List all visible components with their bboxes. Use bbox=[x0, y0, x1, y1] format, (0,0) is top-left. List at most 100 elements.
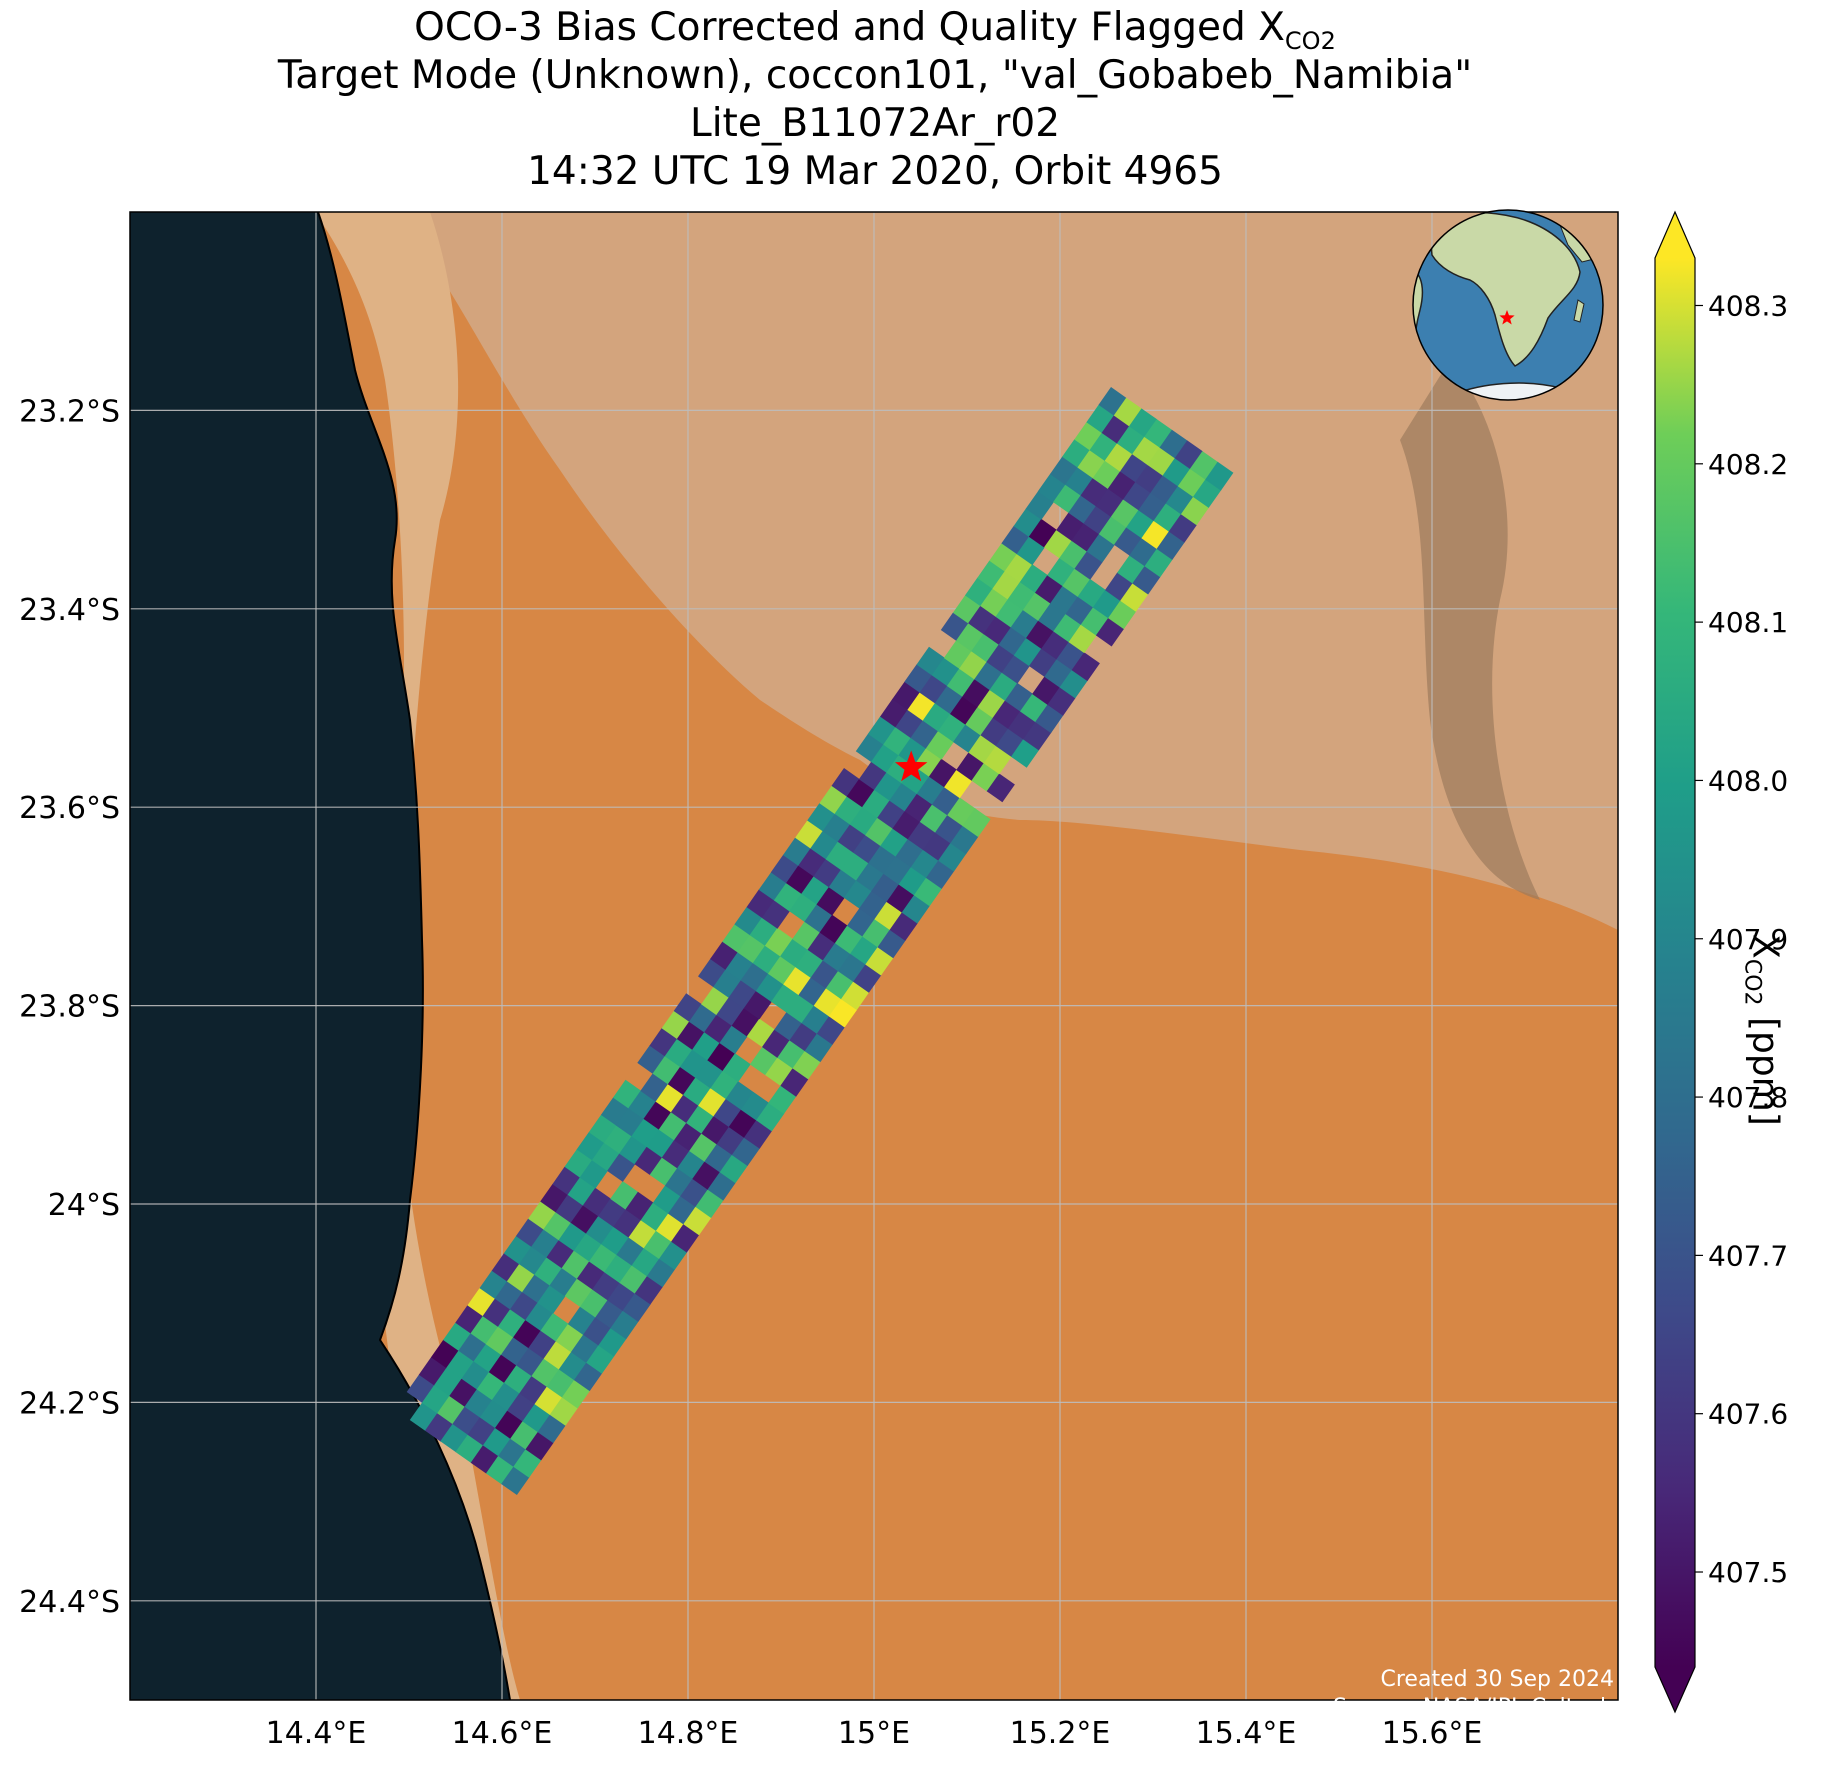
colorbar-tick-label: 407.9 bbox=[1708, 923, 1788, 956]
ocean bbox=[130, 212, 510, 1700]
sounding-cell bbox=[1159, 429, 1188, 459]
sounding-cell bbox=[1156, 531, 1185, 560]
sounding-cell bbox=[1108, 600, 1137, 630]
sounding-cell bbox=[664, 1167, 694, 1197]
sounding-cell bbox=[479, 1270, 508, 1300]
sounding-cell bbox=[674, 1122, 703, 1152]
title-line-2: Target Mode (Unknown), coccon101, "val_G… bbox=[277, 53, 1473, 98]
credits: Created 30 Sep 2024 Source: NASA/JPL-Cal… bbox=[1333, 1666, 1614, 1722]
sounding-cell bbox=[946, 668, 976, 697]
sounding-cell bbox=[834, 925, 864, 955]
sounding-cell bbox=[707, 1171, 736, 1201]
sounding-cell bbox=[1059, 540, 1088, 570]
sounding-cell bbox=[1098, 516, 1127, 546]
sounding-cell bbox=[850, 936, 879, 965]
sounding-cell bbox=[904, 664, 933, 693]
sounding-cell bbox=[880, 828, 909, 857]
sounding-cell bbox=[701, 986, 730, 1016]
sounding-cell bbox=[491, 1252, 520, 1282]
sounding-cell bbox=[1056, 512, 1085, 542]
sounding-cell bbox=[950, 825, 979, 855]
sounding-cell bbox=[1038, 602, 1067, 632]
sounding-cell bbox=[588, 1114, 617, 1144]
sounding-cell bbox=[831, 768, 860, 797]
sounding-cell bbox=[786, 994, 815, 1024]
sounding-cell bbox=[607, 1282, 636, 1312]
sounding-cell bbox=[534, 1386, 563, 1416]
sounding-cell bbox=[886, 884, 915, 913]
sounding-cell bbox=[1117, 555, 1146, 584]
sounding-cell bbox=[692, 1031, 721, 1061]
sounding-cell bbox=[1080, 477, 1109, 507]
sounding-cell bbox=[1056, 641, 1085, 671]
sounding-cell bbox=[871, 744, 900, 773]
sounding-cell bbox=[1120, 583, 1149, 612]
sounding-cell bbox=[646, 1258, 675, 1288]
sounding-cell bbox=[525, 1431, 554, 1461]
sounding-cell bbox=[740, 962, 769, 992]
sounding-cell bbox=[679, 1049, 709, 1078]
sounding-cell bbox=[883, 856, 912, 885]
sounding-cell bbox=[756, 1102, 785, 1132]
sounding-cell bbox=[470, 1444, 499, 1474]
sounding-cell bbox=[710, 1070, 739, 1100]
sounding-cell bbox=[628, 1090, 657, 1120]
map-frame bbox=[129, 211, 1619, 1701]
sounding-cell bbox=[637, 1045, 666, 1074]
plateau-dark-ridges bbox=[1400, 360, 1540, 900]
sounding-cell bbox=[640, 1202, 669, 1232]
basemap bbox=[130, 212, 1618, 1700]
sounding-cell bbox=[510, 1291, 539, 1321]
sounding-cell bbox=[713, 1098, 742, 1128]
sounding-cell bbox=[968, 605, 997, 635]
sounding-cell bbox=[953, 724, 982, 753]
sounding-cell bbox=[522, 1274, 551, 1304]
sounding-cell bbox=[664, 1038, 693, 1068]
sounding-cell bbox=[1035, 574, 1064, 604]
sounding-cell bbox=[671, 1223, 700, 1253]
sounding-cell bbox=[1062, 568, 1091, 598]
y-axis: 23.2°S 23.4°S 23.6°S 23.8°S 24°S 24.2°S 24.4°S bbox=[19, 394, 120, 1619]
sounding-cell bbox=[934, 685, 963, 715]
globe-madagascar bbox=[1573, 299, 1585, 323]
sounding-cell bbox=[813, 988, 842, 1017]
sounding-cell bbox=[479, 1399, 508, 1429]
sounding-cell bbox=[1068, 624, 1097, 654]
sounding-cell bbox=[762, 1029, 791, 1059]
sounding-cell bbox=[598, 1198, 627, 1228]
sounding-cell bbox=[865, 946, 894, 976]
sounding-cell bbox=[922, 702, 951, 732]
sounding-cell bbox=[853, 964, 882, 993]
sounding-cell bbox=[670, 1094, 700, 1124]
sounding-cell bbox=[789, 1022, 818, 1052]
sounding-cell bbox=[525, 1302, 554, 1332]
sounding-cell bbox=[1007, 710, 1037, 740]
source-credit: Source: NASA/JPL-Caltech bbox=[1332, 1695, 1614, 1720]
sounding-cell bbox=[698, 1087, 727, 1117]
sounding-cell bbox=[940, 612, 969, 641]
sounding-cell bbox=[765, 1057, 794, 1087]
sounding-cell bbox=[655, 1213, 685, 1242]
sounding-cell bbox=[825, 841, 854, 871]
sounding-cell bbox=[1150, 475, 1179, 504]
y-tick-label: 23.6°S bbox=[19, 791, 120, 826]
y-tick-label: 24.2°S bbox=[19, 1386, 120, 1421]
title-line-4: 14:32 UTC 19 Mar 2020, Orbit 4965 bbox=[527, 149, 1223, 194]
sounding-cell bbox=[1041, 630, 1070, 660]
sounding-cell bbox=[1116, 425, 1146, 455]
sounding-cell bbox=[722, 923, 751, 953]
sounding-cell bbox=[1110, 499, 1140, 528]
sounding-cell bbox=[704, 1143, 733, 1173]
sounding-cell bbox=[983, 745, 1012, 775]
sounding-cell bbox=[643, 1230, 672, 1260]
sounding-cell bbox=[798, 977, 827, 1007]
sounding-cell bbox=[421, 1384, 451, 1414]
colorbar-tick-label: 408.2 bbox=[1708, 448, 1788, 481]
sounding-cell bbox=[497, 1308, 527, 1338]
sounding-cell bbox=[610, 1310, 639, 1340]
sounding-cell bbox=[1004, 553, 1033, 583]
sounding-cell bbox=[810, 830, 839, 860]
y-tick-label: 23.2°S bbox=[19, 394, 120, 429]
sounding-cell bbox=[1114, 527, 1143, 556]
